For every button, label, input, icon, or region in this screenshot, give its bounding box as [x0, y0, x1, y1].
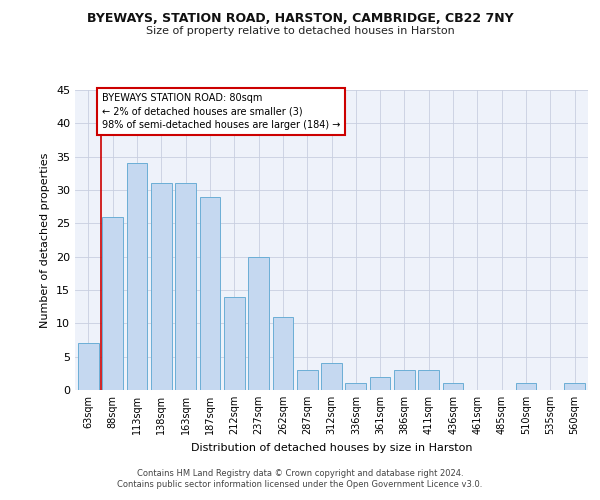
- Bar: [127, 164, 148, 390]
- Text: BYEWAYS, STATION ROAD, HARSTON, CAMBRIDGE, CB22 7NY: BYEWAYS, STATION ROAD, HARSTON, CAMBRIDG…: [86, 12, 514, 26]
- Bar: [418, 370, 439, 390]
- Bar: [297, 370, 317, 390]
- Text: BYEWAYS STATION ROAD: 80sqm
← 2% of detached houses are smaller (3)
98% of semi-: BYEWAYS STATION ROAD: 80sqm ← 2% of deta…: [102, 94, 340, 130]
- Bar: [200, 196, 220, 390]
- Bar: [248, 256, 269, 390]
- Text: Size of property relative to detached houses in Harston: Size of property relative to detached ho…: [146, 26, 454, 36]
- Bar: [443, 384, 463, 390]
- Text: Contains HM Land Registry data © Crown copyright and database right 2024.: Contains HM Land Registry data © Crown c…: [137, 468, 463, 477]
- Bar: [370, 376, 391, 390]
- Bar: [272, 316, 293, 390]
- X-axis label: Distribution of detached houses by size in Harston: Distribution of detached houses by size …: [191, 442, 472, 452]
- Bar: [346, 384, 366, 390]
- Text: Contains public sector information licensed under the Open Government Licence v3: Contains public sector information licen…: [118, 480, 482, 489]
- Bar: [321, 364, 342, 390]
- Bar: [103, 216, 123, 390]
- Bar: [394, 370, 415, 390]
- Bar: [515, 384, 536, 390]
- Bar: [224, 296, 245, 390]
- Bar: [78, 344, 99, 390]
- Bar: [564, 384, 585, 390]
- Y-axis label: Number of detached properties: Number of detached properties: [40, 152, 50, 328]
- Bar: [175, 184, 196, 390]
- Bar: [151, 184, 172, 390]
